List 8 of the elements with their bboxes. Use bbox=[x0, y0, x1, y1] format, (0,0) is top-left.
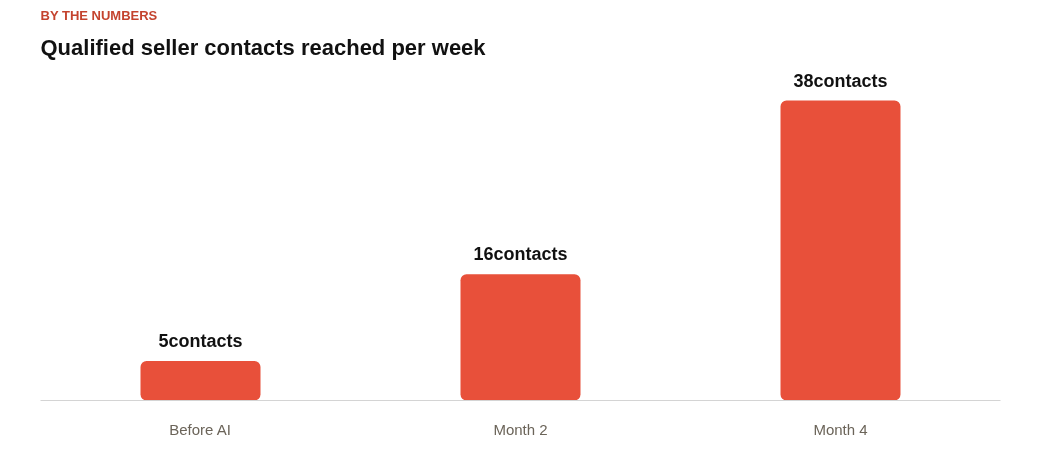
data-label: 5contacts bbox=[158, 331, 243, 352]
chart-title: Qualified seller contacts reached per week bbox=[40, 34, 487, 60]
chart-subtitle: BY THE NUMBERS bbox=[40, 7, 158, 23]
data-label: 16contacts bbox=[473, 244, 568, 265]
x-tick-label: Month 4 bbox=[813, 420, 868, 438]
x-tick-label: Before AI bbox=[169, 420, 231, 438]
data-label: 38contacts bbox=[793, 70, 888, 91]
x-tick-label: Month 2 bbox=[493, 420, 548, 438]
